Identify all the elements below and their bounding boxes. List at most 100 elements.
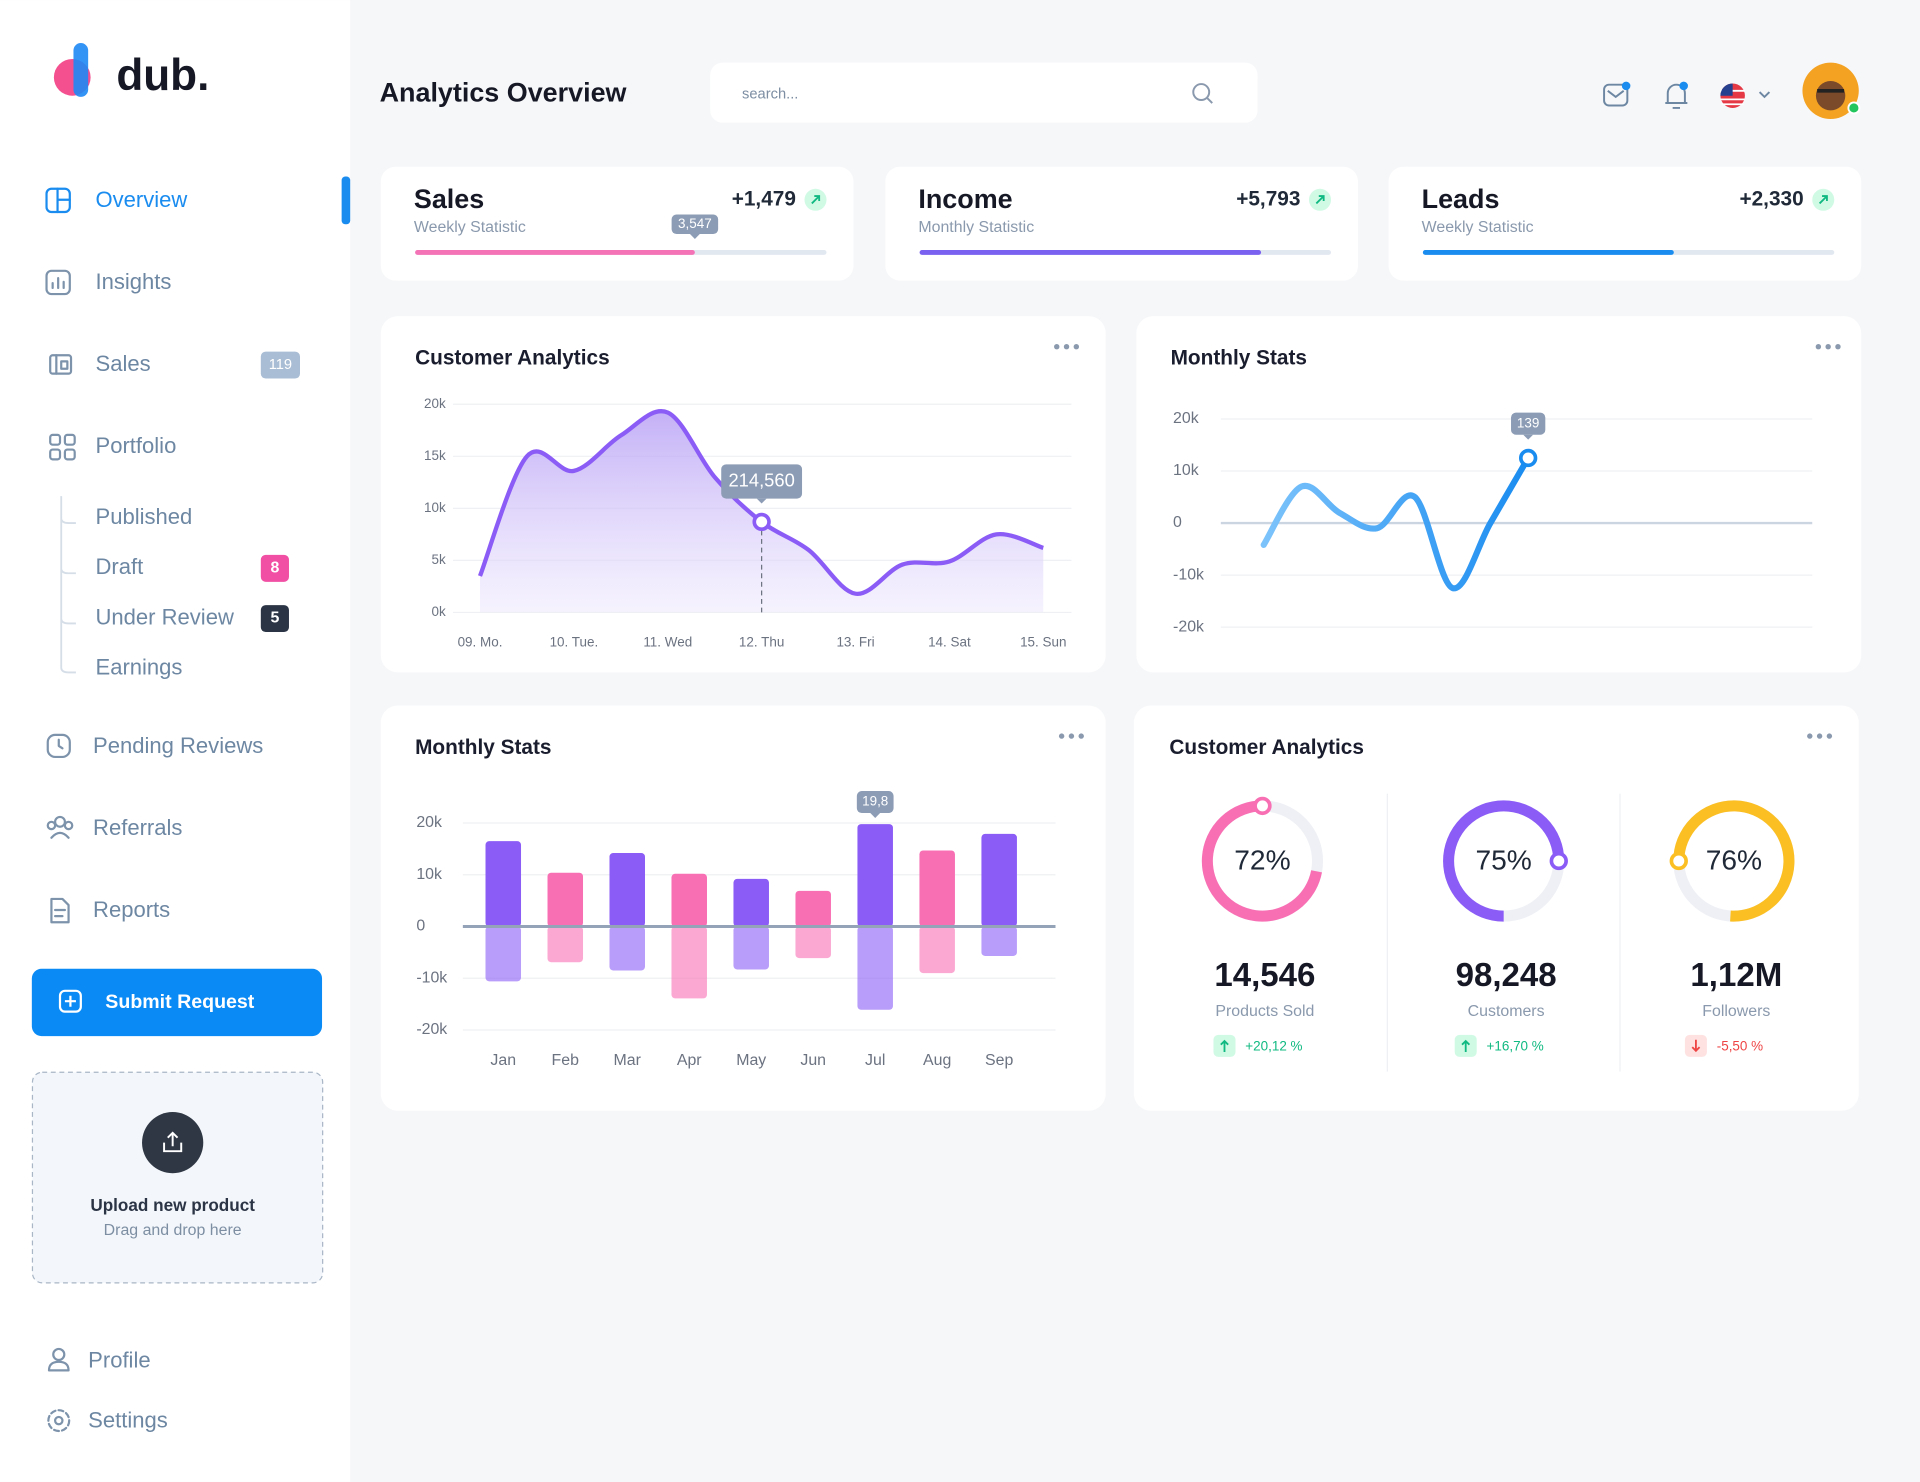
submit-button[interactable]: Submit Request (31, 968, 323, 1037)
bar (981, 833, 1017, 927)
nav-item[interactable]: Pending Reviews (46, 733, 264, 759)
more-menu[interactable] (1058, 733, 1065, 739)
nav-item[interactable]: Settings (47, 1408, 168, 1433)
search-box (710, 62, 1258, 123)
card-title: Monthly Stats (1171, 346, 1307, 369)
upload-area (31, 1071, 324, 1284)
change-text: -5,50 % (1717, 1039, 1763, 1054)
notification-button[interactable] (1665, 81, 1688, 109)
nav-item[interactable]: Portfolio (49, 433, 177, 461)
tooltip (671, 214, 719, 235)
tooltip-pointer (870, 813, 881, 818)
line (1260, 454, 1532, 592)
more-menu[interactable] (1063, 344, 1070, 350)
nav-item[interactable]: Overview (45, 187, 188, 214)
nav-label: Portfolio (96, 433, 177, 458)
nav-label: Overview (96, 187, 188, 212)
bar (547, 926, 584, 963)
search-icon (1206, 97, 1213, 104)
donut-value: 76% (1706, 845, 1762, 876)
change-arrow (1461, 1039, 1471, 1053)
card (1133, 705, 1859, 1111)
stat-subtitle: Monthly Statistic (918, 219, 1034, 236)
nav-item[interactable]: Referrals (46, 815, 183, 840)
tooltip-pointer (689, 234, 700, 239)
y-tick-label: 10k (424, 500, 446, 515)
bar (733, 926, 769, 970)
x-tick-label: Apr (677, 1052, 702, 1069)
x-tick-label: 10. Tue. (550, 635, 599, 650)
more-menu[interactable] (1835, 344, 1841, 350)
upload-box[interactable]: Upload new product Drag and drop here (31, 1071, 324, 1284)
page-title: Analytics Overview (380, 78, 627, 108)
nav-item[interactable]: Insights (45, 269, 172, 296)
nav-label: Settings (88, 1408, 168, 1433)
focus-point (752, 512, 771, 532)
y-tick-label: 10k (416, 866, 442, 883)
sub-nav-label[interactable]: Under Review (96, 604, 234, 629)
sub-nav-label[interactable]: Draft (96, 554, 144, 579)
x-tick-label: 14. Sat (928, 635, 971, 650)
card-title: Customer Analytics (415, 346, 610, 369)
x-tick-label: 09. Mo. (458, 635, 503, 650)
more-menu[interactable] (1054, 344, 1060, 350)
dot (1621, 81, 1631, 91)
icon (46, 733, 71, 759)
badge-text: 5 (270, 610, 279, 627)
bar (857, 926, 893, 1010)
icon (64, 995, 76, 1007)
x-tick-label: Sep (985, 1052, 1013, 1069)
more-menu[interactable] (1068, 733, 1075, 739)
more-menu[interactable] (1078, 733, 1084, 739)
more-menu[interactable] (1825, 344, 1831, 350)
avatar[interactable] (1802, 62, 1861, 119)
nav-item[interactable]: Profile (47, 1348, 151, 1373)
logo-text: dub. (116, 51, 209, 100)
mail-button[interactable] (1603, 81, 1631, 107)
nav-item[interactable]: Reports (50, 897, 170, 924)
badge-text: 119 (269, 357, 292, 373)
x-tick-label: Jan (490, 1052, 516, 1069)
card-title: Customer Analytics (1169, 736, 1364, 759)
metric-total: 14,546 (1214, 957, 1315, 994)
sub-nav-label[interactable]: Published (96, 504, 193, 529)
active-indicator (341, 176, 351, 225)
button-label: Submit Request (105, 991, 255, 1013)
more-menu[interactable] (1073, 344, 1080, 350)
language-button[interactable] (1720, 83, 1771, 108)
more-menu[interactable] (1815, 344, 1822, 350)
bar (919, 850, 955, 927)
bar (981, 926, 1017, 956)
y-tick-label: -10k (1173, 566, 1204, 583)
icon (49, 354, 73, 375)
x-tick-label: 15. Sun (1020, 635, 1066, 650)
y-tick-label: -20k (416, 1021, 447, 1038)
more-menu[interactable] (1816, 733, 1823, 739)
nav-item[interactable]: Sales 119 (49, 351, 300, 379)
trend-arrow (1315, 195, 1325, 205)
x-tick-label: 11. Wed (643, 635, 692, 650)
more-menu[interactable] (1807, 733, 1813, 739)
change-text: +16,70 % (1487, 1039, 1544, 1054)
sub-nav-label[interactable]: Earnings (96, 655, 183, 680)
card-title: Monthly Stats (415, 736, 551, 759)
more-menu[interactable] (1826, 733, 1833, 739)
nav-label: Profile (88, 1348, 150, 1373)
stat-subtitle: Weekly Statistic (414, 219, 526, 236)
upload-subtitle: Drag and drop here (104, 1222, 242, 1239)
donut-arc (1443, 800, 1565, 922)
bar (919, 926, 955, 974)
button-bg (31, 968, 323, 1037)
y-tick-label: 20k (416, 814, 442, 831)
upload-title: Upload new product (90, 1195, 255, 1215)
tooltip (856, 791, 894, 814)
bar (609, 853, 645, 927)
badge (260, 605, 289, 633)
x-tick-label: 12. Thu (739, 635, 784, 650)
search[interactable]: search... (710, 62, 1258, 123)
metric-total: 1,12M (1690, 957, 1782, 994)
nav-label: Referrals (93, 815, 182, 840)
badge (260, 351, 300, 379)
bar (857, 824, 893, 927)
y-tick-label: 15k (424, 448, 446, 463)
